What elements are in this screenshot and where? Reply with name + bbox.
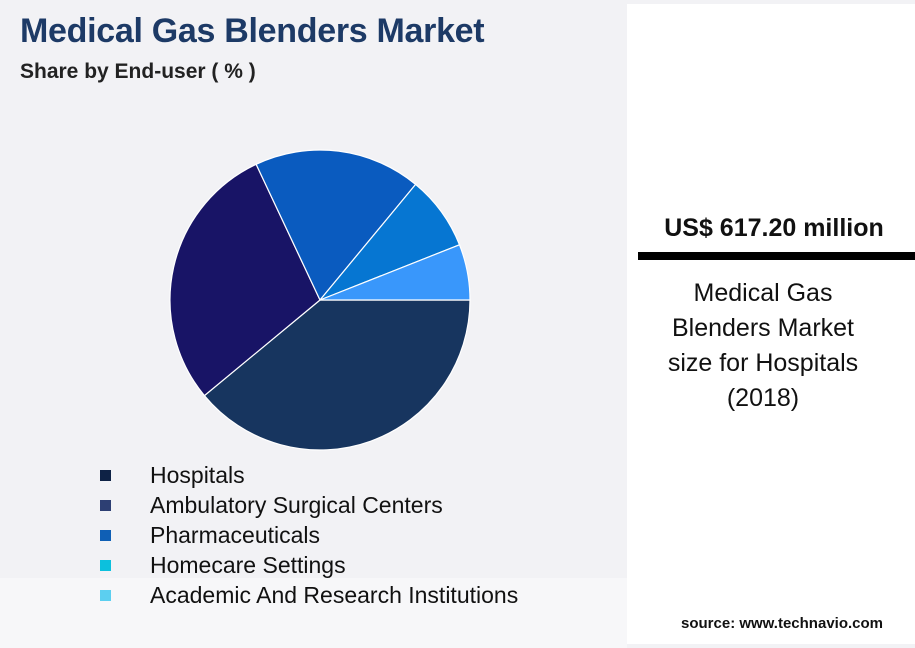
legend-label: Pharmaceuticals bbox=[150, 522, 321, 548]
pie-chart bbox=[169, 149, 471, 451]
legend-label: Academic And Research Institutions bbox=[150, 582, 519, 608]
market-size-description: Medical Gas Blenders Market size for Hos… bbox=[667, 279, 859, 412]
market-size-value: US$ 617.20 million bbox=[664, 214, 884, 242]
slice-pharmaceuticals bbox=[255, 149, 417, 302]
source-citation: source: www.technavio.com bbox=[681, 615, 883, 632]
highlight-panel: US$ 617.20 million Medical Gas Blenders … bbox=[627, 4, 915, 644]
divider bbox=[638, 252, 915, 260]
legend-swatch-ambulatory bbox=[100, 500, 111, 511]
legend-swatch-academic bbox=[100, 590, 111, 601]
legend-swatch-hospitals bbox=[100, 470, 111, 481]
chart-subtitle: Share by End-user ( % ) bbox=[20, 60, 256, 83]
legend-label: Hospitals bbox=[150, 462, 245, 488]
legend-label: Homecare Settings bbox=[150, 552, 346, 578]
slice-ambulatory bbox=[169, 163, 321, 397]
legend-label: Ambulatory Surgical Centers bbox=[150, 492, 443, 518]
legend-swatch-homecare bbox=[100, 560, 111, 571]
slice-academic bbox=[319, 244, 471, 301]
chart-title: Medical Gas Blenders Market bbox=[20, 12, 485, 50]
slice-hospitals bbox=[203, 299, 471, 451]
legend-swatch-pharmaceuticals bbox=[100, 530, 111, 541]
bottom-band bbox=[0, 578, 627, 648]
